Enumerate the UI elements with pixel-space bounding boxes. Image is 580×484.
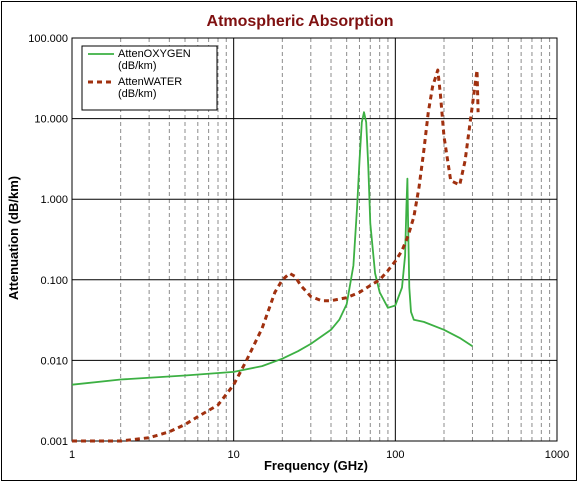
x-tick-label: 10 — [228, 449, 240, 461]
legend: AttenOXYGEN(dB/km)AttenWATER(dB/km) — [81, 45, 218, 111]
legend-box — [81, 45, 218, 111]
tick-labels: 1 10 100 1000 0.001 0.010 0.100 1.000 10.000 100.… — [28, 33, 569, 461]
x-tick-label: 1000 — [545, 449, 569, 461]
y-tick-label: 1.000 — [40, 194, 68, 206]
y-tick-label: 10.000 — [34, 114, 68, 126]
y-tick-label: 0.010 — [40, 355, 68, 367]
plot-border — [71, 37, 558, 442]
y-tick-label: 0.001 — [40, 436, 68, 448]
series-line-0 — [71, 111, 473, 386]
legend-label: (dB/km) — [118, 88, 157, 100]
series-line-1 — [72, 68, 480, 443]
series-layer — [71, 68, 480, 443]
x-tick-label: 100 — [386, 449, 404, 461]
y-axis-label: Attenuation (dB/km) — [6, 176, 21, 300]
legend-label: AttenOXYGEN — [118, 48, 191, 60]
chart-title: Atmospheric Absorption — [207, 13, 394, 30]
y-tick-label: 0.100 — [40, 275, 68, 287]
x-tick-label: 1 — [69, 449, 75, 461]
grid — [72, 38, 557, 441]
legend-label: (dB/km) — [118, 60, 157, 72]
x-axis-label: Frequency (GHz) — [264, 458, 368, 473]
y-tick-label: 100.000 — [28, 33, 68, 45]
legend-label: AttenWATER — [118, 76, 182, 88]
